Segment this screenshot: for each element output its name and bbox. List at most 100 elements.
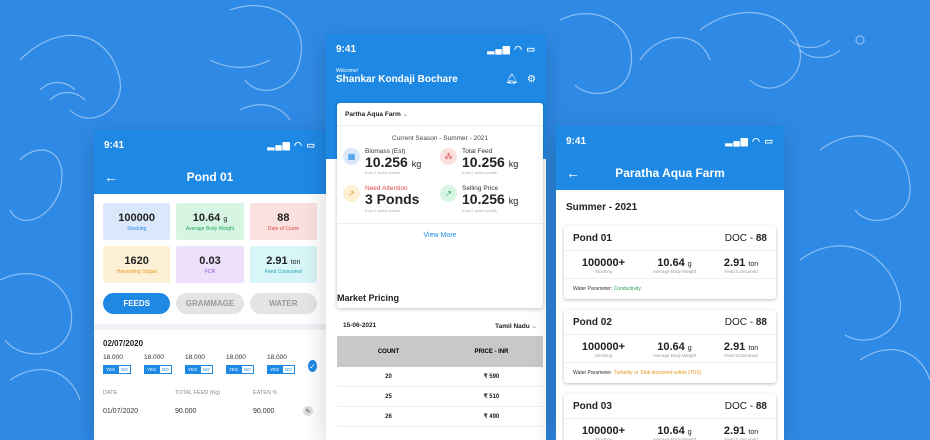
pond-doc: DOC - 88 xyxy=(725,233,767,244)
market-filter-row[interactable]: 15-06-2021 Tamil Nadu ⌄ xyxy=(337,316,543,336)
tab-water[interactable]: WATER xyxy=(249,293,317,314)
season-heading: Summer - 2021 xyxy=(566,202,638,213)
yes-option[interactable]: YES xyxy=(226,365,242,374)
pond-stat-unit: ton xyxy=(748,345,759,352)
yes-no-toggle[interactable]: YES NO xyxy=(226,365,259,374)
pond-stat: 10.64 g Average Body Weight xyxy=(653,257,696,274)
pond-stat-number: 10.64 xyxy=(657,341,685,353)
no-option[interactable]: NO xyxy=(118,365,131,374)
stat-number: 100000 xyxy=(118,211,156,224)
feed-value: 18.000 xyxy=(226,354,246,361)
tab-feeds[interactable]: FEEDS xyxy=(103,293,171,314)
stat-number: 1620 xyxy=(124,254,149,267)
metrics-grid: ▦ Biomass (Est) 10.256 kg from 2 active pon… xyxy=(337,148,543,213)
stat-card[interactable]: 10.64 g Average Body Weight xyxy=(176,203,244,240)
feed-value-column: 18.000 YES NO xyxy=(144,354,177,374)
pond-stat-value: 100000+ xyxy=(582,425,625,437)
metric-note: from 2 active ponds xyxy=(365,170,400,176)
row-price: ₹ 510 xyxy=(483,394,500,400)
current-season: Current Season - Summer - 2021 xyxy=(391,135,489,142)
no-option[interactable]: NO xyxy=(200,365,213,374)
stat-number: 2.91 xyxy=(266,254,288,267)
pond-stat-value: 100000+ xyxy=(582,341,625,353)
market-state: Tamil Nadu xyxy=(495,323,530,330)
metric-number: 10.256 xyxy=(365,154,408,170)
pond-stat-label: Average Body Weight xyxy=(652,269,697,274)
stat-unit: ton xyxy=(290,258,301,266)
stat-card[interactable]: 1620 Harvesting Output xyxy=(103,246,171,283)
check-icon[interactable]: ✓ xyxy=(308,360,317,372)
chevron-down-icon: ⌄ xyxy=(531,323,537,330)
metric-body: Selling Price 10.256 kg from 2 active pond… xyxy=(462,185,518,212)
stat-value: 1620 xyxy=(124,255,148,267)
stat-number: 10.64 xyxy=(192,211,221,224)
yes-option[interactable]: YES xyxy=(144,365,160,374)
yes-option[interactable]: YES xyxy=(185,365,201,374)
farm-selector[interactable]: Partha Aqua Farm ⌄ xyxy=(337,103,543,126)
yes-no-toggle[interactable]: YES NO xyxy=(185,365,218,374)
yes-option[interactable]: YES xyxy=(103,365,119,374)
farm-header: 9:41 ▂▄▆ ◠ ▭ ← Paratha Aqua Farm xyxy=(556,126,784,190)
stat-value: 88 xyxy=(277,212,289,224)
status-time: 9:41 xyxy=(566,135,587,147)
pond-stat: 2.91 ton Feed Consumed xyxy=(724,257,758,274)
pond-stat-value: 10.64 g xyxy=(653,257,696,269)
pond-card-header: Pond 02 DOC - 88 xyxy=(564,310,776,335)
row-count: 20 xyxy=(385,373,392,380)
pond-stat-label: Feed Consumed xyxy=(724,353,758,358)
metric-value: 3 Ponds xyxy=(365,192,419,207)
yes-no-toggle[interactable]: YES NO xyxy=(103,365,136,374)
pond-stat-label: Feed Consumed xyxy=(724,437,758,440)
pond-card[interactable]: Pond 02 DOC - 88 100000+ Stocking 10.64 g Ave… xyxy=(564,310,776,383)
back-arrow-icon[interactable]: ← xyxy=(104,169,118,185)
feed-value-columns: 18.000 YES NO 18.000 YES NO 18.000 YES NO 18.000 Y… xyxy=(103,354,300,374)
stat-card[interactable]: 88 Date of Count xyxy=(249,203,317,240)
no-option[interactable]: NO xyxy=(241,365,254,374)
pond-doc: DOC - 88 xyxy=(725,401,767,412)
row-date: 01/07/2020 xyxy=(103,407,139,415)
gear-icon[interactable]: ⚙ xyxy=(527,74,536,85)
edit-pencil-icon[interactable]: ✎ xyxy=(303,406,313,416)
pond-stat-value: 100000+ xyxy=(582,257,625,269)
pond-stat: 100000+ Stocking xyxy=(582,257,625,274)
water-parameter-value: Conductivity xyxy=(613,286,641,292)
no-option[interactable]: NO xyxy=(282,365,295,374)
metric-number: 10.256 xyxy=(462,191,505,208)
back-arrow-icon[interactable]: ← xyxy=(566,165,580,181)
tab-grammage[interactable]: GRAMMAGE xyxy=(176,293,244,314)
row-count: 25 xyxy=(385,393,392,400)
pond-card[interactable]: Pond 03 DOC - 88 100000+ Stocking 10.64 g Ave… xyxy=(564,394,776,440)
stat-card[interactable]: 100000 Stocking xyxy=(103,203,171,240)
yes-option[interactable]: YES xyxy=(267,365,283,374)
yes-no-toggle[interactable]: YES NO xyxy=(144,365,177,374)
yes-no-toggle[interactable]: YES NO xyxy=(267,365,300,374)
pond-stat: 100000+ Stocking xyxy=(582,341,625,358)
pond-stat-value: 2.91 ton xyxy=(724,425,758,437)
signal-wifi-battery-icon: ▂▄▆ ◠ ▭ xyxy=(267,139,316,150)
metric-body: Total Feed 10.256 kg from 2 active ponds xyxy=(462,148,518,175)
stat-value: 0.03 xyxy=(199,255,220,267)
row-eaten: 90.000 xyxy=(253,407,275,415)
metric-value: 10.256 kg xyxy=(365,154,421,170)
doc-value: 88 xyxy=(755,401,767,412)
metric-body: Biomass (Est) 10.256 kg from 2 active pond… xyxy=(365,148,421,175)
stat-card[interactable]: 2.91 ton Feed Consumed xyxy=(249,246,317,283)
feed-value-column: 18.000 YES NO xyxy=(267,354,300,374)
feed-date: 02/07/2020 xyxy=(103,339,144,348)
pond-stat-unit: ton xyxy=(748,261,759,268)
farm-name: Partha Aqua Farm xyxy=(345,111,401,118)
bell-icon[interactable]: 🔔︎ xyxy=(505,74,519,85)
stat-card[interactable]: 0.03 FCR xyxy=(176,246,244,283)
pond-card[interactable]: Pond 01 DOC - 88 100000+ Stocking 10.64 g Ave… xyxy=(564,226,776,299)
view-more-link[interactable]: View More xyxy=(337,222,543,239)
metric-unit: kg xyxy=(508,196,519,207)
pond-list: Pond 01 DOC - 88 100000+ Stocking 10.64 g Ave… xyxy=(556,226,784,440)
stat-label: Feed Consumed xyxy=(264,268,302,275)
no-option[interactable]: NO xyxy=(159,365,172,374)
status-time: 9:41 xyxy=(104,139,125,151)
metric-unit: kg xyxy=(508,159,519,169)
pond-card-header: Pond 01 DOC - 88 xyxy=(564,226,776,251)
feed-value-column: 18.000 YES NO xyxy=(185,354,218,374)
pond-stat-number: 10.64 xyxy=(657,257,685,269)
status-bar: 9:41 ▂▄▆ ◠ ▭ xyxy=(556,126,784,156)
